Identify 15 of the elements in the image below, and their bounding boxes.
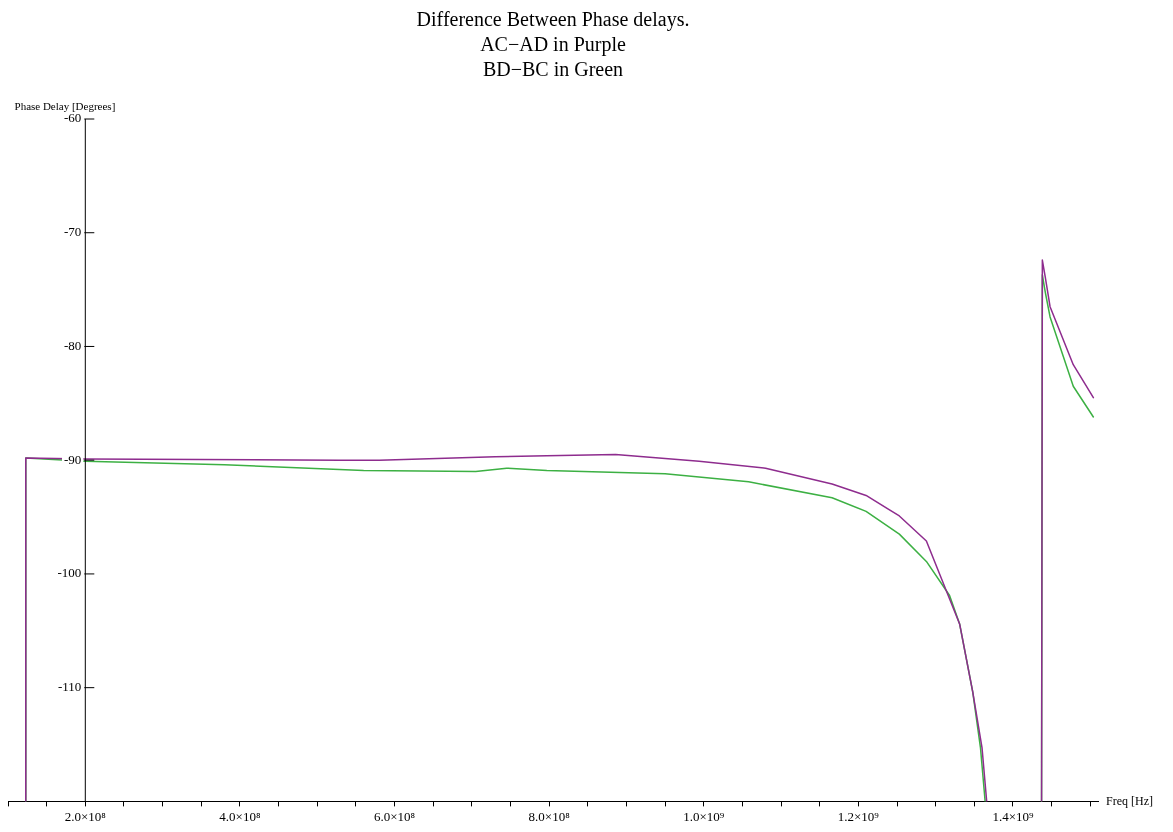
x-tick-label: 1.0×10⁹	[683, 808, 725, 824]
x-tick-label: 6.0×10⁸	[373, 808, 416, 824]
x-tick-label: 1.2×10⁹	[837, 808, 880, 824]
y-tick-label: -110	[57, 679, 82, 695]
y-tick-label: -90	[63, 451, 82, 467]
y-tick-label: -70	[63, 224, 82, 240]
x-axis-title: Freq [Hz]	[1106, 793, 1153, 808]
y-tick-label: -100	[57, 565, 82, 581]
x-tick-label: 1.4×10⁹	[992, 808, 1034, 824]
chart-title: Difference Between Phase delays. AC−AD in Purple BD−BC in Green	[416, 7, 690, 80]
x-tick-label: 4.0×10⁸	[219, 808, 261, 824]
x-tick-label: 8.0×10⁸	[528, 808, 571, 824]
y-axis-title: Phase Delay [Degrees]	[14, 100, 116, 113]
x-tick-label: 2.0×10⁸	[64, 808, 107, 824]
y-tick-label: -80	[63, 337, 82, 353]
